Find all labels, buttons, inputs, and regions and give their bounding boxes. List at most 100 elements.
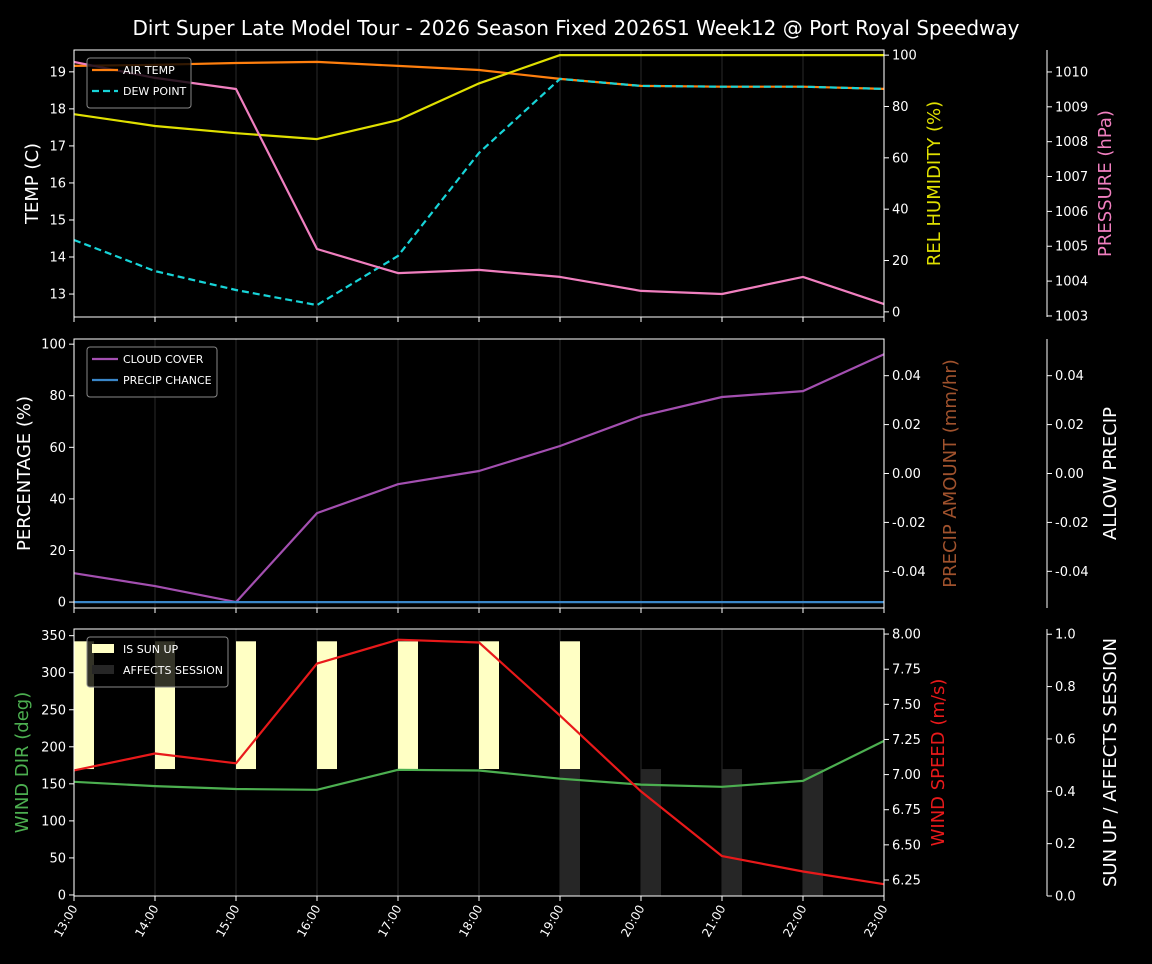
panel-3: 13:00 14:00 15:00 16:00 17:00 18:00 19:00 20:00…: [12, 628, 1121, 940]
y2-tick-label: 0.02: [892, 418, 921, 433]
x-tick-label: 22:00: [780, 903, 809, 940]
y3-axis-label: ALLOW PRECIP: [1100, 407, 1121, 540]
legend: CLOUD COVER PRECIP CHANCE: [86, 346, 218, 398]
y2-tick-label: 100: [892, 49, 917, 64]
y-axis-label: TEMP (C): [22, 143, 43, 225]
y3-tick-label: 1003: [1055, 309, 1088, 324]
y2-tick-label: 6.75: [892, 803, 921, 818]
y3-tick-label: -0.02: [1055, 516, 1089, 531]
y-axis-label: PERCENTAGE (%): [14, 396, 35, 551]
y3-tick-label: 1009: [1055, 100, 1088, 115]
y2-tick-label: 40: [892, 203, 909, 218]
sun-up-bar: [236, 641, 256, 770]
chart-title: Dirt Super Late Model Tour - 2026 Season…: [133, 16, 1020, 40]
y3-tick-label: 1005: [1055, 240, 1088, 255]
series-line-dew-point: [73, 77, 885, 307]
y3-tick-label: 0.00: [1055, 467, 1084, 482]
series-line-air-temp: [73, 60, 885, 90]
y2-tick-label: 20: [892, 254, 909, 269]
y3-tick-label: 0.0: [1055, 890, 1076, 905]
y3-tick-label: 1008: [1055, 135, 1088, 150]
sun-up-bar: [479, 641, 499, 770]
y-tick-label: 250: [41, 703, 66, 718]
legend-label: DEW POINT: [123, 85, 187, 98]
x-tick-label: 21:00: [699, 903, 728, 940]
sun-up-bar: [398, 641, 418, 770]
x-tick-label: 18:00: [456, 903, 485, 940]
affects-session-bar: [560, 769, 580, 896]
y-tick-label: 80: [49, 389, 66, 404]
x-tick-label: 14:00: [132, 903, 161, 940]
y-tick-label: 19: [49, 65, 66, 80]
y3-tick-label: 1007: [1055, 170, 1088, 185]
legend-label: PRECIP CHANCE: [123, 374, 212, 387]
legend-swatch: [92, 644, 114, 653]
y3-tick-label: 0.8: [1055, 680, 1076, 695]
legend-label: CLOUD COVER: [123, 353, 204, 366]
y-tick-label: 300: [41, 666, 66, 681]
y-tick-label: 15: [49, 213, 66, 228]
y2-axis-label: REL HUMIDITY (%): [924, 101, 945, 266]
y2-tick-label: 80: [892, 100, 909, 115]
panel-2: 0 20 40 60 80 100 -0.04 -0.02 0.00 0.02 0.04 -0.04 -…: [14, 338, 1121, 613]
y-tick-label: 200: [41, 740, 66, 755]
legend-box: [86, 346, 218, 398]
legend: IS SUN UP AFFECTS SESSION: [86, 636, 229, 688]
y3-tick-label: 0.4: [1055, 785, 1076, 800]
y-tick-label: 20: [49, 544, 66, 559]
y2-tick-label: 0: [892, 305, 900, 320]
y-tick-label: 100: [41, 338, 66, 353]
y2-tick-label: 7.50: [892, 698, 921, 713]
y-tick-label: 350: [41, 629, 66, 644]
x-tick-label: 13:00: [51, 903, 80, 940]
legend-box: [86, 636, 229, 688]
x-tick-label: 15:00: [213, 903, 242, 940]
y-tick-label: 14: [49, 251, 66, 266]
legend-label: AIR TEMP: [123, 64, 175, 77]
y2-axis-label: WIND SPEED (m/s): [928, 679, 949, 847]
y-tick-label: 50: [49, 851, 66, 866]
y3-tick-label: 1010: [1055, 65, 1088, 80]
y2-tick-label: 6.50: [892, 838, 921, 853]
y3-tick-label: 1004: [1055, 275, 1088, 290]
affects-session-bar: [803, 769, 823, 896]
x-tick-label: 19:00: [537, 903, 566, 940]
y-axis-label: WIND DIR (deg): [12, 692, 33, 834]
y2-tick-label: 60: [892, 151, 909, 166]
series-line-y2: [73, 53, 884, 141]
y2-tick-label: -0.04: [892, 565, 926, 580]
y2-axis-label: PRECIP AMOUNT (mm/hr): [940, 359, 961, 588]
y3-tick-label: 0.6: [1055, 732, 1076, 747]
x-tick-label: 16:00: [294, 903, 323, 940]
y-tick-label: 13: [49, 288, 66, 303]
y3-tick-label: 0.2: [1055, 837, 1076, 852]
y2-tick-label: 0.00: [892, 467, 921, 482]
y-tick-label: 60: [49, 441, 66, 456]
y2-tick-label: 0.04: [892, 369, 921, 384]
y3-tick-label: -0.04: [1055, 565, 1089, 580]
y-tick-label: 17: [49, 139, 66, 154]
affects-session-bar: [722, 769, 742, 896]
legend-label: AFFECTS SESSION: [123, 664, 223, 677]
series-line-cloud-cover: [73, 353, 885, 604]
y2-tick-label: 8.00: [892, 628, 921, 643]
legend-swatch: [92, 665, 114, 674]
y2-tick-label: 7.00: [892, 768, 921, 783]
y3-tick-label: 1.0: [1055, 628, 1076, 643]
legend-label: IS SUN UP: [123, 643, 179, 656]
y2-tick-label: 6.25: [892, 873, 921, 888]
x-tick-label: 17:00: [375, 903, 404, 940]
y2-tick-label: 7.75: [892, 663, 921, 678]
affects-session-bar: [641, 769, 661, 896]
x-tick-label: 20:00: [618, 903, 647, 940]
legend: AIR TEMP DEW POINT: [86, 57, 192, 109]
y-tick-label: 0: [58, 888, 66, 903]
sun-up-bar: [560, 641, 580, 770]
y-tick-label: 100: [41, 814, 66, 829]
y3-tick-label: 1006: [1055, 205, 1088, 220]
y-tick-label: 150: [41, 777, 66, 792]
y3-tick-label: 0.04: [1055, 369, 1084, 384]
y-tick-label: 40: [49, 492, 66, 507]
sun-up-bar: [317, 641, 337, 770]
